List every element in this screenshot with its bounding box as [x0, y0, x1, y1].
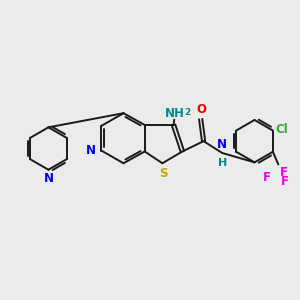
Text: 2: 2	[185, 108, 191, 117]
Text: O: O	[196, 103, 206, 116]
Text: N: N	[86, 144, 96, 157]
Text: N: N	[44, 172, 53, 185]
Text: N: N	[217, 139, 227, 152]
Text: S: S	[159, 167, 167, 180]
Text: NH: NH	[165, 107, 185, 120]
Text: F: F	[263, 171, 271, 184]
Text: F: F	[280, 175, 289, 188]
Text: F: F	[280, 166, 288, 178]
Text: Cl: Cl	[276, 123, 289, 136]
Text: H: H	[218, 158, 227, 168]
